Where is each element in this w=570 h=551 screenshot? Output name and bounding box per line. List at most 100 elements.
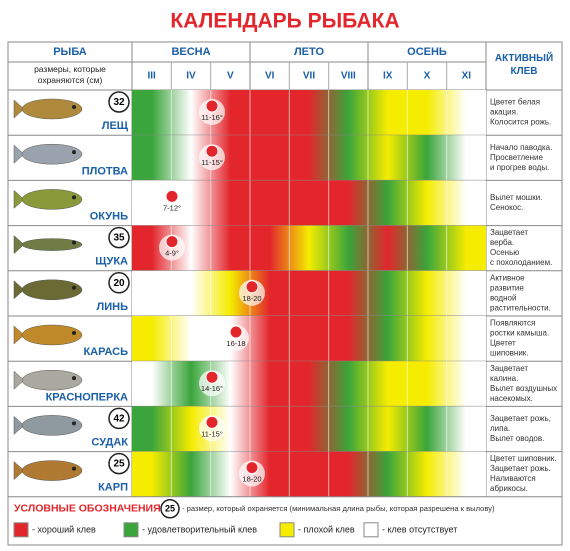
fish-tail <box>13 461 25 481</box>
fish-tail <box>13 235 25 255</box>
month-label: VI <box>265 71 275 82</box>
size-label: 35 <box>113 233 125 244</box>
active-header-line: КЛЕВ <box>510 66 537 77</box>
note-line: Начало паводка. <box>490 143 552 152</box>
note-line: акация. <box>490 108 518 117</box>
note-line: Зацветает <box>490 364 528 373</box>
title: КАЛЕНДАРЬ РЫБАКА <box>170 10 399 33</box>
fish-eye <box>72 376 76 381</box>
spawn-label: 11-15° <box>201 429 223 438</box>
legend-swatch <box>123 522 139 538</box>
spawn-label: 11-15° <box>201 158 223 167</box>
note-line: Цветет шиповник. <box>490 454 556 463</box>
note-line: с похолоданием. <box>490 258 552 267</box>
note-line: верба. <box>490 238 514 247</box>
bite-row <box>132 406 486 452</box>
month-label: IX <box>383 71 393 82</box>
month-label: III <box>147 71 156 82</box>
sizes-note-line: охраняются (см) <box>38 75 103 85</box>
fish-eye <box>72 466 76 471</box>
fish-name: ЛЕЩ <box>102 120 129 132</box>
fish-body <box>21 238 83 251</box>
note-line: Вылет оводов. <box>490 434 544 443</box>
month-label: X <box>424 71 431 82</box>
legend-size-text: - размер, который охраняется (минимальна… <box>182 504 495 513</box>
note-line: Цветет белая <box>490 98 540 107</box>
fish-name: ЩУКА <box>95 256 128 268</box>
spawn-marker <box>229 325 243 339</box>
spawn-marker <box>205 415 219 429</box>
note: Цветет шиповник. Зацветает рожь. Наливаютс… <box>490 454 556 493</box>
note: Зацветает верба. Осенью с похолоданием. <box>490 228 552 267</box>
fish-name: КАРП <box>98 482 128 494</box>
fish-tail <box>13 189 25 209</box>
fish-body <box>21 98 83 120</box>
note-line: растительности. <box>490 304 551 313</box>
fish-name: КАРАСЬ <box>83 346 128 358</box>
note-line: Появляются <box>490 319 535 328</box>
note: Начало паводка. Просветление и прогрев вод… <box>490 143 552 172</box>
fish-body <box>21 460 83 481</box>
spawn-label: 18-20 <box>242 475 261 484</box>
note: Появляются ростки камыша. Цветет шиповник. <box>490 319 549 358</box>
size-circle <box>108 91 130 113</box>
fish-tail <box>13 99 25 119</box>
spawn-label: 16-18 <box>226 339 245 348</box>
note-line: насекомых. <box>490 394 533 403</box>
fish-tail <box>13 325 25 345</box>
legend-label: - хороший клев <box>32 525 96 535</box>
note-line: шиповник. <box>490 349 529 358</box>
bite-row <box>132 361 486 407</box>
note-line: Зацветает рожь. <box>490 464 551 473</box>
legend-label: - клев отсутствует <box>382 525 457 535</box>
size-circle <box>108 226 130 249</box>
note: Вылет мошки. Сенокос. <box>490 193 542 212</box>
note-line: Вылет мошки. <box>490 193 542 202</box>
note-line: и прогрев воды. <box>490 163 549 172</box>
note-line: ростки камыша. <box>490 329 549 338</box>
fish-body <box>21 143 83 165</box>
note-line: Зацветает рожь, <box>490 414 551 423</box>
bite-row <box>132 180 486 226</box>
fish-tail <box>13 370 25 390</box>
spawn-marker <box>205 144 219 158</box>
size-circle <box>108 452 130 475</box>
season-label: ВЕСНА <box>171 46 210 58</box>
bite-row <box>132 90 486 136</box>
note-line: Цветет <box>490 339 516 348</box>
fish-eye <box>72 104 76 109</box>
fish-tail <box>13 144 25 164</box>
spawn-label: 11-16° <box>201 113 223 122</box>
size-circle <box>108 407 130 430</box>
sizes-note-line: размеры, которые <box>34 64 106 74</box>
note-line: Колосится рожь. <box>490 118 551 127</box>
fish-body <box>21 189 83 210</box>
month-label: VIII <box>341 71 356 82</box>
size-label: 20 <box>113 278 125 289</box>
spawn-label: 4-9° <box>165 249 179 258</box>
note-line: Вылет воздушных <box>490 384 557 393</box>
note-line: липа. <box>490 424 510 433</box>
size-label: 42 <box>113 414 125 425</box>
note-line: Осенью <box>490 248 519 257</box>
fish-name: ПЛОТВА <box>82 165 128 177</box>
size-circle <box>108 272 130 294</box>
legend-swatch <box>363 522 379 538</box>
spawn-label: 14-16° <box>201 384 223 393</box>
month-label: VII <box>303 71 315 82</box>
sizes-note: размеры, которые охраняются (см) <box>34 64 106 85</box>
fish-eye <box>72 285 76 290</box>
fish-tail <box>13 415 25 435</box>
spawn-marker <box>165 235 179 249</box>
legend-label: - плохой клев <box>298 525 355 535</box>
fish-name: СУДАК <box>91 437 128 449</box>
note-line: Наливаются <box>490 474 536 483</box>
spawn-marker <box>165 189 179 203</box>
fish-name: КРАСНОПЕРКА <box>46 391 128 403</box>
fish-body <box>21 415 83 436</box>
fish-eye <box>72 421 76 426</box>
legend-swatch <box>13 522 29 538</box>
month-label: XI <box>462 71 472 82</box>
note-line: абрикосы. <box>490 484 528 493</box>
